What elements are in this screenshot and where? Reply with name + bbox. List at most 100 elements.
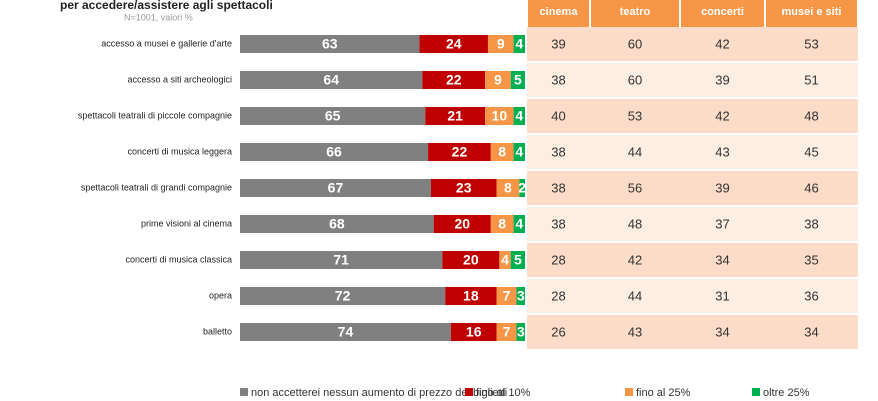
legend-label: fino al 25% (636, 387, 691, 399)
bar-segment (430, 179, 497, 197)
legend-swatch (465, 388, 473, 396)
bar-value-label: 67 (328, 180, 344, 196)
table-cell: 44 (628, 144, 642, 159)
table-cell: 34 (715, 324, 729, 339)
bar-value-label: 5 (514, 252, 522, 268)
legend-label: non accetterei nessun aumento di prezzo … (251, 387, 507, 399)
table-row (527, 135, 858, 169)
bar-segment (490, 215, 514, 233)
legend-swatch (240, 388, 248, 396)
table-cell: 40 (551, 108, 565, 123)
table-cell: 36 (804, 288, 818, 303)
bar-segment (485, 71, 511, 89)
table-row (527, 315, 858, 349)
bar-segment (496, 323, 517, 341)
header-label: musei e siti (782, 6, 842, 18)
table-cell: 51 (804, 72, 818, 87)
table-cell: 39 (715, 72, 729, 87)
bar-value-label: 18 (463, 288, 479, 304)
bar-segment (240, 251, 443, 269)
table-cell: 48 (804, 108, 818, 123)
header-cell (681, 0, 764, 28)
table-cell: 45 (804, 144, 818, 159)
bar-value-label: 21 (447, 108, 463, 124)
bar-value-label: 8 (498, 144, 506, 160)
table-cell: 26 (551, 324, 565, 339)
bar-value-label: 4 (515, 108, 523, 124)
bar-segment (240, 179, 431, 197)
bar-segment (516, 287, 525, 305)
category-label: concerti di musica classica (125, 254, 232, 264)
table-cell: 38 (551, 216, 565, 231)
bar-value-label: 3 (517, 288, 525, 304)
bar-value-label: 22 (452, 144, 468, 160)
table-cell: 42 (715, 36, 729, 51)
category-label: opera (209, 290, 232, 300)
bar-segment (240, 35, 420, 53)
bar-value-label: 63 (322, 36, 338, 52)
bar-segment (513, 35, 525, 53)
bar-value-label: 20 (463, 252, 479, 268)
bar-value-label: 72 (335, 288, 351, 304)
bar-segment (499, 251, 511, 269)
bar-segment (442, 251, 500, 269)
legend-label: oltre 25% (763, 387, 810, 399)
bar-value-label: 66 (326, 144, 342, 160)
bar-segment (490, 143, 514, 161)
bar-segment (240, 215, 434, 233)
category-label: prime visioni al cinema (141, 218, 232, 228)
legend-label: fino al 10% (476, 387, 531, 399)
table-cell: 53 (628, 108, 642, 123)
bar-value-label: 5 (514, 72, 522, 88)
table-cell: 60 (628, 36, 642, 51)
chart-subtitle: N=1001, valori % (124, 12, 193, 22)
bar-value-label: 22 (446, 72, 462, 88)
bar-segment (513, 215, 525, 233)
bar-segment (519, 179, 525, 197)
legend-swatch (752, 388, 760, 396)
bar-value-label: 8 (498, 216, 506, 232)
table-cell: 53 (804, 36, 818, 51)
bar-value-label: 7 (503, 288, 511, 304)
table-cell: 34 (804, 324, 818, 339)
category-label: balletto (203, 326, 232, 336)
bar-segment (240, 71, 423, 89)
bar-value-label: 24 (446, 36, 462, 52)
bar-segment (428, 143, 491, 161)
bar-segment (240, 107, 426, 125)
bar-value-label: 8 (504, 180, 512, 196)
header-cell (591, 0, 679, 28)
bar-value-label: 4 (515, 216, 523, 232)
table-cell: 38 (804, 216, 818, 231)
header-label: teatro (620, 6, 651, 18)
table-cell: 38 (551, 180, 565, 195)
bar-segment (422, 71, 486, 89)
bar-segment (433, 215, 491, 233)
table-row (527, 27, 858, 61)
bar-segment (240, 323, 451, 341)
bar-segment (425, 107, 486, 125)
bar-value-label: 16 (466, 324, 482, 340)
table-row (527, 171, 858, 205)
bar-value-label: 20 (455, 216, 471, 232)
bar-value-label: 71 (333, 252, 349, 268)
table-row (527, 243, 858, 277)
bar-value-label: 65 (325, 108, 341, 124)
table-cell: 28 (551, 252, 565, 267)
header-label: cinema (540, 6, 579, 18)
bar-segment (419, 35, 488, 53)
bar-segment (240, 287, 446, 305)
table-cell: 37 (715, 216, 729, 231)
bar-segment (496, 287, 517, 305)
table-cell: 31 (715, 288, 729, 303)
table-cell: 44 (628, 288, 642, 303)
bar-value-label: 23 (456, 180, 472, 196)
bar-value-label: 7 (503, 324, 511, 340)
category-label: accesso a siti archeologici (127, 74, 232, 84)
header-label: concerti (701, 6, 744, 18)
legend-swatch (625, 388, 633, 396)
bar-value-label: 4 (515, 36, 523, 52)
bar-value-label: 10 (492, 108, 508, 124)
bar-segment (510, 71, 525, 89)
